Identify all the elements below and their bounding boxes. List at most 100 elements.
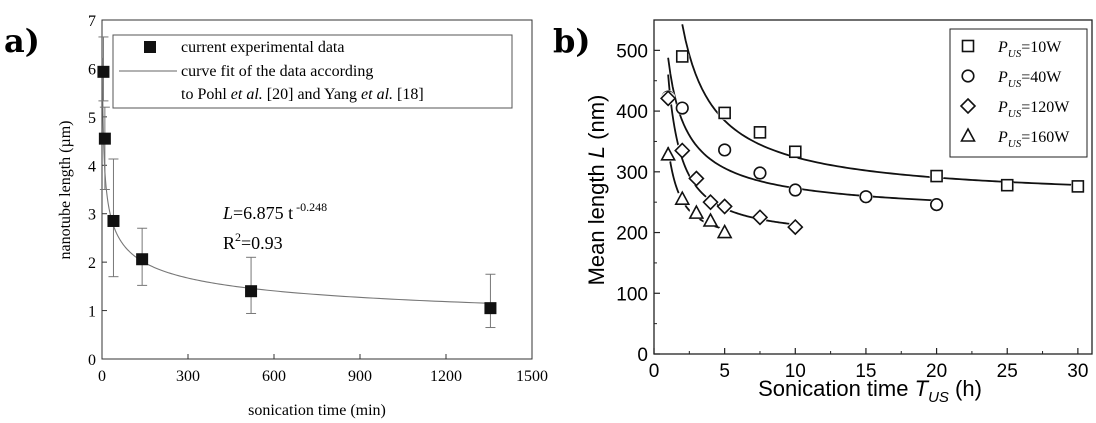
fit-eq-L: L	[222, 203, 233, 223]
fit-eq-mid: =6.875 t	[233, 203, 293, 223]
fit-eq-exponent: -0.248	[296, 200, 327, 214]
x-tick-label: 0	[98, 368, 106, 385]
data-point-circle	[859, 190, 873, 204]
panel-b-label: b)	[553, 22, 591, 60]
data-point-diamond	[688, 170, 705, 187]
y-label-var: L	[584, 146, 609, 158]
marker-bg	[717, 142, 732, 157]
marker-bg	[661, 147, 676, 162]
marker-bg	[788, 220, 803, 235]
legend-marker-square	[961, 39, 975, 53]
panel-a: a) 0 300 600 900 1200 1500 0 1 2 3 4 5 6 7 sonication…	[4, 13, 548, 419]
y-tick-label: 2	[88, 255, 96, 272]
legend-marker-diamond	[959, 97, 977, 115]
legend-text-part: [20] and Yang	[263, 86, 361, 103]
fit-curve-circle	[667, 57, 937, 202]
legend-text-part: et al.	[361, 86, 393, 103]
y-tick-label: 4	[88, 158, 96, 175]
fit-curve-diamond	[667, 74, 796, 226]
y-tick-label: 0	[637, 345, 648, 366]
data-point-diamond	[674, 142, 691, 159]
data-point-diamond	[787, 218, 804, 236]
data-point-square	[930, 169, 943, 183]
data-point-triangle	[716, 223, 733, 239]
r2-value: =0.93	[241, 233, 283, 253]
data-point-circle	[753, 166, 767, 180]
data-point-diamond	[751, 209, 769, 226]
panel-a-fit-curve-group	[101, 57, 492, 304]
marker-bg	[689, 206, 704, 221]
data-point-square	[675, 50, 689, 63]
legend-entry: PUS=160W	[997, 129, 1070, 150]
panel-a-legend-box	[112, 34, 513, 109]
panel-a-label: a)	[4, 22, 40, 60]
data-point-triangle	[688, 204, 705, 219]
x-tick-label: 1500	[516, 368, 548, 385]
y-tick-label: 5	[88, 110, 96, 127]
marker-bg	[675, 143, 690, 158]
marker-bg	[752, 210, 767, 225]
data-point	[136, 253, 149, 266]
legend-text-part: to Pohl	[181, 86, 231, 103]
legend-entry: PUS=10W	[997, 39, 1062, 60]
marker-bg	[788, 183, 803, 198]
data-point-circle	[929, 198, 944, 212]
x-tick-label: 300	[176, 368, 200, 385]
legend-value: =160W	[1021, 129, 1070, 146]
data-point-triangle	[674, 190, 691, 205]
x-tick-label: 30	[1067, 361, 1088, 382]
y-tick-label: 3	[88, 207, 96, 224]
panel-a-legend-entry-data: current experimental data	[181, 39, 344, 56]
legend-sub: US	[1008, 138, 1022, 150]
x-label-main: Sonication time	[758, 376, 915, 401]
y-tick-label: 500	[616, 41, 648, 62]
y-tick-label: 400	[616, 102, 648, 123]
panel-a-legend-entry-fit-line2: to Pohl et al. [20] and Yang et al. [18]	[181, 86, 424, 103]
marker-bg	[689, 171, 704, 186]
legend-sub: US	[1008, 108, 1022, 120]
y-tick-label: 1	[88, 304, 96, 321]
data-point-circle	[788, 183, 802, 197]
legend-var: P	[997, 39, 1008, 56]
legend-var: P	[997, 129, 1008, 146]
x-tick-label: 5	[719, 361, 730, 382]
legend-entry: PUS=40W	[997, 69, 1062, 90]
r2-sup: 2	[235, 230, 241, 244]
panel-a-r2: R2=0.93	[223, 230, 283, 253]
marker-bg	[675, 101, 690, 116]
panel-b-y-axis-label: Mean length L (nm)	[584, 95, 609, 286]
y-tick-label: 300	[616, 163, 648, 184]
data-point-diamond	[702, 194, 719, 211]
marker-bg	[675, 192, 690, 207]
marker-bg	[752, 125, 767, 140]
panel-b-plot-frame	[653, 19, 1093, 355]
legend-value: =40W	[1021, 69, 1062, 86]
panel-a-y-axis-label: nanotube length (µm)	[57, 121, 74, 260]
panel-a-legend-marker-square	[144, 41, 156, 53]
x-label-sub: US	[928, 389, 949, 406]
marker-bg	[929, 169, 944, 184]
x-tick-label: 1200	[430, 368, 462, 385]
panel-a-x-axis-label: sonication time (min)	[248, 402, 386, 419]
y-tick-label: 200	[616, 224, 648, 245]
data-point	[98, 132, 111, 145]
panel-a-legend-entry-fit-line1: curve fit of the data according	[181, 63, 373, 80]
marker-bg	[717, 199, 732, 214]
legend-var: P	[997, 69, 1008, 86]
x-tick-label: 0	[649, 361, 660, 382]
panel-a-fit-equation: L=6.875 t -0.248	[222, 200, 327, 223]
legend-text-part: [18]	[393, 86, 424, 103]
marker-bg	[703, 214, 718, 229]
marker-bg	[703, 195, 718, 210]
data-point-square	[753, 126, 767, 139]
y-tick-label: 7	[88, 13, 96, 30]
y-tick-label: 6	[88, 61, 96, 78]
marker-bg	[675, 49, 690, 64]
data-point-circle	[718, 143, 732, 157]
panel-b-x-axis-label: Sonication time TUS (h)	[758, 376, 982, 406]
r2-R: R	[223, 233, 235, 253]
y-label-main: Mean length	[584, 158, 609, 285]
